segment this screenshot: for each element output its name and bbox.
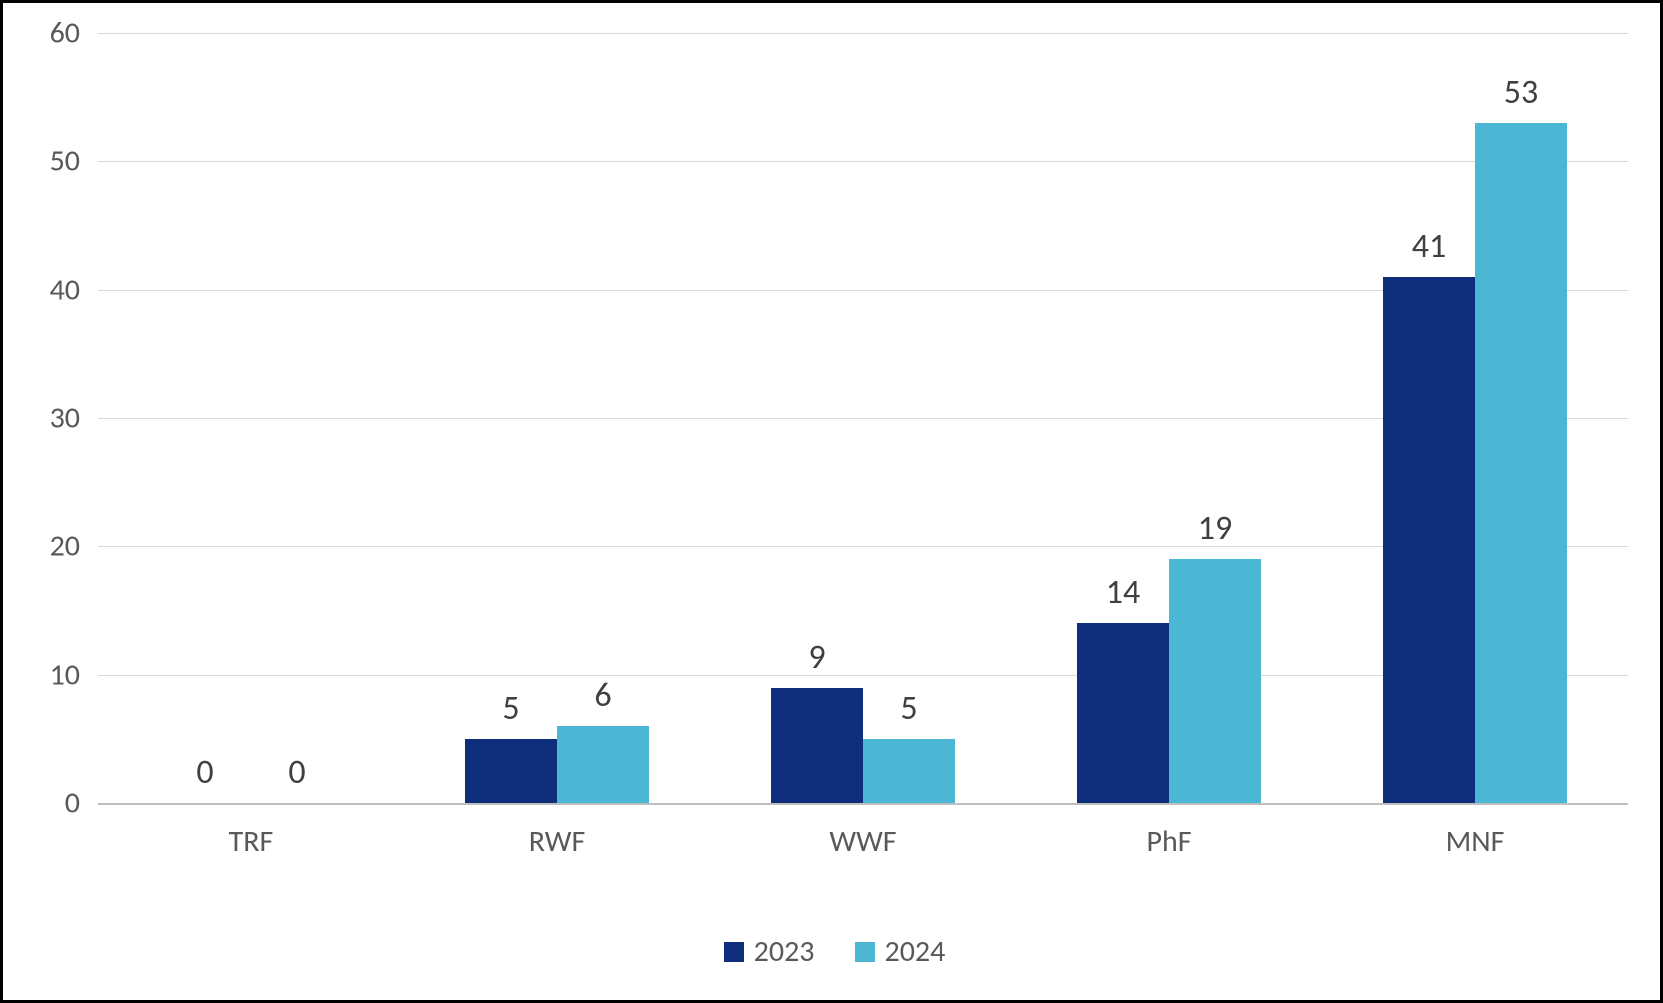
bar (1077, 623, 1169, 803)
gridline (98, 33, 1628, 34)
y-tick-label: 0 (3, 785, 80, 822)
bar (771, 688, 863, 804)
legend: 2023 2024 (3, 933, 1663, 970)
data-label: 0 (288, 752, 305, 793)
legend-label: 2024 (885, 933, 946, 970)
x-tick-label: PhF (1146, 823, 1191, 860)
bar (465, 739, 557, 803)
data-label: 19 (1198, 508, 1232, 549)
x-tick-label: RWF (529, 823, 586, 860)
data-label: 6 (594, 675, 611, 716)
y-tick-label: 50 (3, 143, 80, 180)
y-tick-label: 30 (3, 400, 80, 437)
legend-swatch (724, 942, 744, 962)
legend-swatch (855, 942, 875, 962)
data-label: 53 (1504, 72, 1538, 113)
data-label: 41 (1412, 226, 1446, 267)
data-label: 14 (1106, 572, 1140, 613)
bar (1475, 123, 1567, 803)
y-tick-label: 40 (3, 271, 80, 308)
data-label: 9 (808, 637, 825, 678)
data-label: 0 (196, 752, 213, 793)
x-tick-label: WWF (829, 823, 896, 860)
legend-item: 2023 (724, 933, 815, 970)
data-label: 5 (900, 688, 917, 729)
legend-item: 2024 (855, 933, 946, 970)
bar (1383, 277, 1475, 803)
x-tick-label: TRF (229, 823, 274, 860)
bar (863, 739, 955, 803)
bar (557, 726, 649, 803)
gridline (98, 161, 1628, 162)
bar (1169, 559, 1261, 803)
plot-area: 0 0 5 6 9 5 14 19 41 53 (98, 33, 1628, 803)
gridline (98, 803, 1628, 805)
data-label: 5 (502, 688, 519, 729)
y-tick-label: 60 (3, 15, 80, 52)
legend-label: 2023 (754, 933, 815, 970)
x-tick-label: MNF (1446, 823, 1505, 860)
y-tick-label: 20 (3, 528, 80, 565)
chart-frame: 0 0 5 6 9 5 14 19 41 53 0 10 20 30 40 50 60 TRF RWF WWF Ph… (0, 0, 1663, 1003)
y-tick-label: 10 (3, 656, 80, 693)
